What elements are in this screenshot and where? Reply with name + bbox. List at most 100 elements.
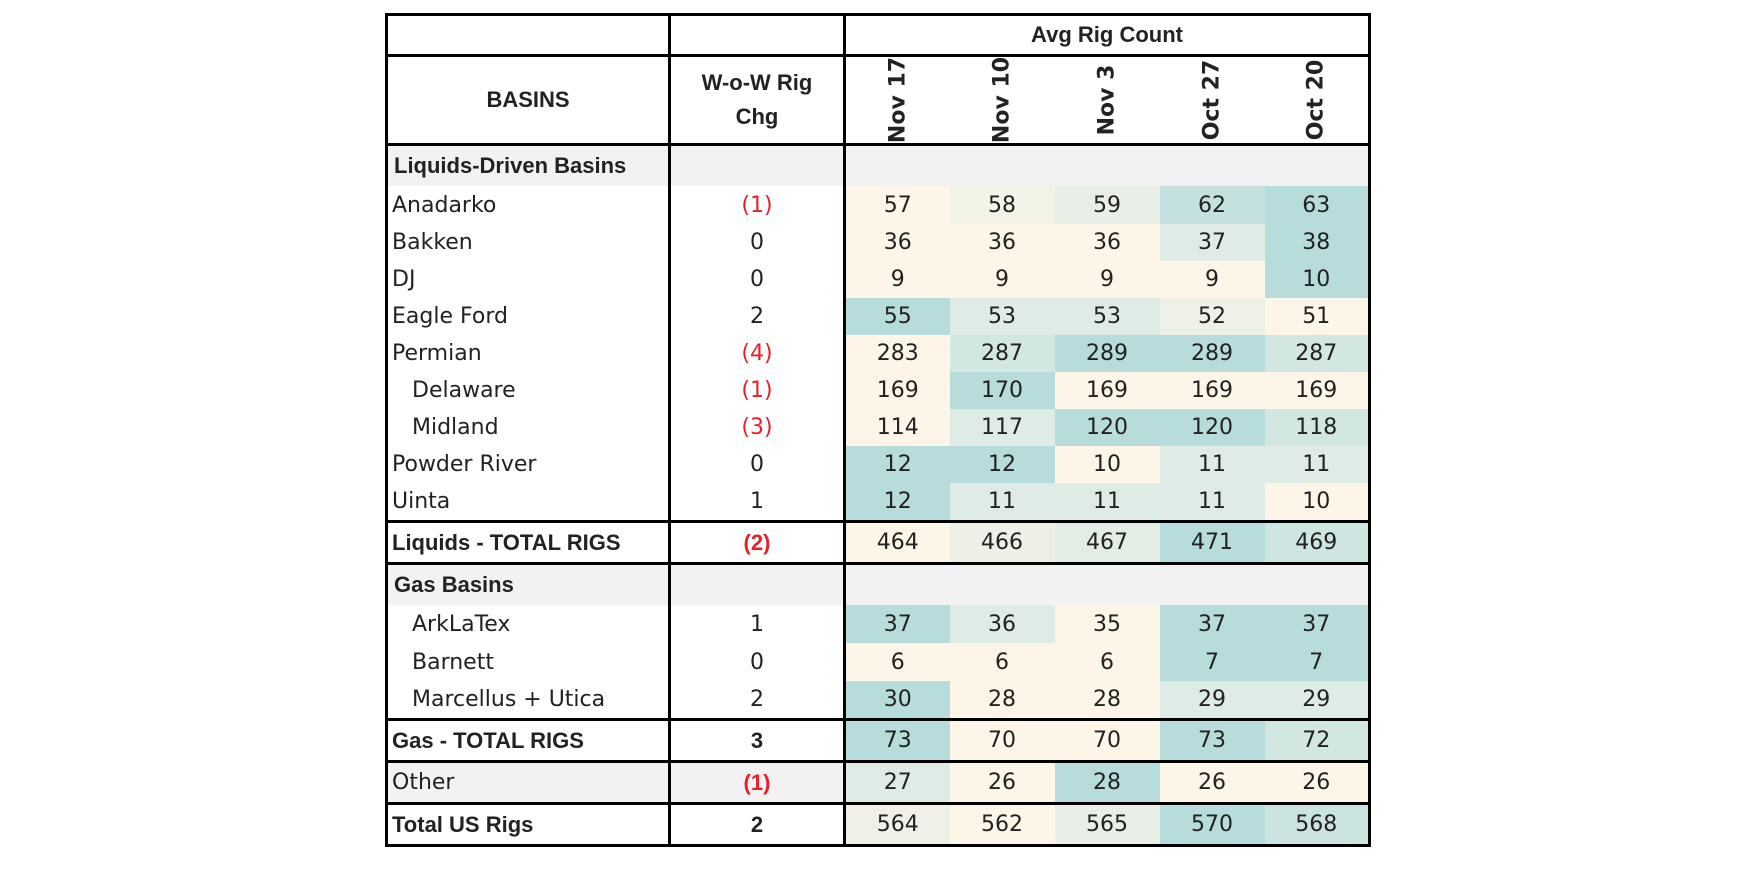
wow-change-value: (3): [669, 409, 846, 446]
grand-total-row: Total US Rigs 2 564 562 565 570 568: [385, 802, 1372, 847]
section-header-row: Liquids-Driven Basins: [385, 144, 1372, 186]
basin-name: Midland: [385, 409, 671, 446]
date-label: Oct 20: [1303, 59, 1329, 141]
basin-name: Barnett: [385, 643, 671, 681]
basin-name: Gas - TOTAL RIGS: [385, 718, 671, 763]
rig-count-cell: 52: [1159, 298, 1265, 335]
rig-count-cell: 9: [949, 261, 1055, 298]
rig-count-cell: 9: [844, 261, 950, 298]
rig-count-cell: 53: [1054, 298, 1160, 335]
rig-count-cell: 12: [844, 446, 950, 483]
wow-change-value: 0: [669, 446, 846, 483]
basin-name: ArkLaTex: [385, 605, 671, 643]
wow-change-value: 2: [669, 298, 846, 335]
rig-count-cell: 287: [1264, 335, 1372, 372]
rig-count-cell: 287: [949, 335, 1055, 372]
section-label: Gas Basins: [385, 562, 671, 605]
rig-count-cell: 570: [1159, 802, 1265, 847]
rig-count-cell: 11: [1264, 446, 1372, 483]
rig-count-cell: 38: [1264, 224, 1372, 261]
rig-count-cell: 6: [1054, 643, 1160, 681]
rig-count-cell: 51: [1264, 298, 1372, 335]
rig-count-cell: 7: [1264, 643, 1372, 681]
rig-count-cell: 11: [1159, 446, 1265, 483]
rig-count-cell: 467: [1054, 520, 1160, 565]
rig-count-cell: 36: [844, 224, 950, 261]
date-header-3: Oct 27: [1159, 55, 1265, 146]
rig-count-cell: 283: [844, 335, 950, 372]
rig-count-cell: 469: [1264, 520, 1372, 565]
wow-change-value: 1: [669, 483, 846, 523]
rig-count-cell: 118: [1264, 409, 1372, 446]
basins-header: BASINS: [385, 55, 671, 146]
basin-name: Bakken: [385, 224, 671, 261]
rig-count-cell: 565: [1054, 802, 1160, 847]
rig-count-cell: 466: [949, 520, 1055, 565]
rig-count-cell: 73: [844, 718, 950, 763]
other-row: Other (1) 27 26 28 26 26: [385, 760, 1372, 805]
wow-change-value: (1): [669, 186, 846, 224]
section-values-blank: [844, 144, 1372, 186]
basin-name: DJ: [385, 261, 671, 298]
rig-count-cell: 169: [1054, 372, 1160, 409]
basin-name: Eagle Ford: [385, 298, 671, 335]
table-row: Barnett 0 6 6 6 7 7: [385, 643, 1372, 681]
wow-change-value: 3: [669, 718, 846, 763]
rig-count-cell: 170: [949, 372, 1055, 409]
rig-count-cell: 62: [1159, 186, 1265, 224]
rig-count-cell: 120: [1159, 409, 1265, 446]
basin-name: Delaware: [385, 372, 671, 409]
rig-count-cell: 26: [1159, 760, 1265, 805]
header-change-spacer: [669, 13, 846, 57]
header-corner-cell: [385, 13, 671, 57]
rig-count-cell: 289: [1159, 335, 1265, 372]
rig-count-cell: 37: [1159, 224, 1265, 261]
table-row: Uinta 1 12 11 11 11 10: [385, 483, 1372, 523]
date-label: Nov 10: [989, 56, 1015, 144]
rig-count-cell: 169: [1159, 372, 1265, 409]
rig-count-cell: 120: [1054, 409, 1160, 446]
rig-count-cell: 53: [949, 298, 1055, 335]
wow-change-value: 2: [669, 802, 846, 847]
rig-count-cell: 57: [844, 186, 950, 224]
wow-change-value: (1): [669, 760, 846, 805]
table-row: Eagle Ford 2 55 53 53 52 51: [385, 298, 1372, 335]
wow-change-value: (4): [669, 335, 846, 372]
table-row: Bakken 0 36 36 36 37 38: [385, 224, 1372, 261]
rig-count-cell: 169: [1264, 372, 1372, 409]
table-row: DJ 0 9 9 9 9 10: [385, 261, 1372, 298]
header-group-row: Avg Rig Count: [385, 13, 1372, 57]
rig-count-cell: 58: [949, 186, 1055, 224]
section-header-row: Gas Basins: [385, 562, 1372, 605]
rig-count-cell: 27: [844, 760, 950, 805]
rig-count-cell: 55: [844, 298, 950, 335]
rig-count-cell: 30: [844, 681, 950, 721]
rig-count-cell: 63: [1264, 186, 1372, 224]
wow-change-value: 0: [669, 261, 846, 298]
rig-count-cell: 73: [1159, 718, 1265, 763]
basin-name: Uinta: [385, 483, 671, 523]
basin-name: Marcellus + Utica: [385, 681, 671, 721]
wow-change-value: (1): [669, 372, 846, 409]
rig-count-cell: 28: [1054, 760, 1160, 805]
wow-change-value: 1: [669, 605, 846, 643]
table-row: Permian (4) 283 287 289 289 287: [385, 335, 1372, 372]
rig-count-cell: 12: [844, 483, 950, 523]
date-label: Nov 17: [885, 56, 911, 144]
header-column-row: BASINS W-o-W Rig Chg Nov 17 Nov 10 Nov 3 Oc…: [385, 55, 1372, 146]
basin-name: Other: [385, 760, 671, 805]
section-change-blank: [669, 562, 846, 605]
rig-count-cell: 26: [1264, 760, 1372, 805]
wow-change-header: W-o-W Rig Chg: [669, 55, 846, 146]
table-row: Anadarko (1) 57 58 59 62 63: [385, 186, 1372, 224]
rig-count-cell: 35: [1054, 605, 1160, 643]
table-row: Powder River 0 12 12 10 11 11: [385, 446, 1372, 483]
wow-change-value: (2): [669, 520, 846, 565]
rig-count-cell: 29: [1264, 681, 1372, 721]
rig-count-cell: 10: [1054, 446, 1160, 483]
rig-count-cell: 26: [949, 760, 1055, 805]
rig-count-cell: 464: [844, 520, 950, 565]
wow-change-value: 0: [669, 643, 846, 681]
basin-name: Liquids - TOTAL RIGS: [385, 520, 671, 565]
table-row: ArkLaTex 1 37 36 35 37 37: [385, 605, 1372, 643]
